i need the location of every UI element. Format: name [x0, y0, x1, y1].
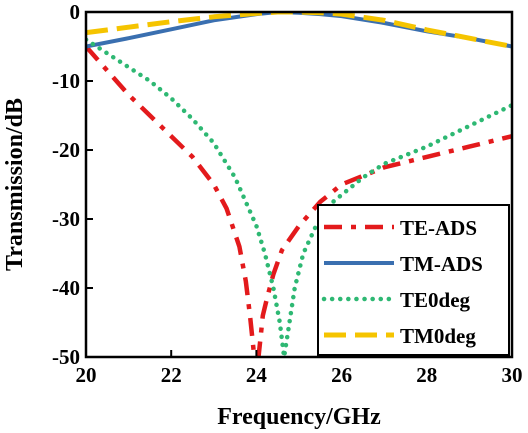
- legend-label: TM0deg: [400, 324, 476, 348]
- x-tick-label: 22: [161, 363, 182, 387]
- legend-label: TM-ADS: [400, 252, 483, 276]
- y-tick-label: -50: [52, 345, 80, 369]
- y-tick-label: -30: [52, 207, 80, 231]
- axes: [84, 10, 514, 359]
- ticks: 20 22 24 26 28 30 0 -10 -20 -30 -40 -50: [52, 0, 523, 387]
- x-tick-label: 26: [331, 363, 352, 387]
- y-axis-title: Transmission/dB: [2, 98, 28, 271]
- legend-box: [317, 204, 510, 356]
- y-tick-label: -20: [52, 138, 80, 162]
- x-tick-label: 24: [246, 363, 268, 387]
- series-line-tm-ads: [86, 12, 512, 49]
- series-line-te-ads: [86, 45, 512, 357]
- x-tick-label: 28: [416, 363, 437, 387]
- x-tick-label: 30: [502, 363, 523, 387]
- legend-label: TE0deg: [400, 288, 471, 312]
- x-tick-label: 20: [76, 363, 97, 387]
- series-line-te0deg: [86, 37, 512, 357]
- legend: TE-ADS TM-ADS TE0deg TM0deg: [317, 204, 510, 356]
- series-line-tm0deg: [86, 12, 512, 49]
- x-axis-title: Frequency/GHz: [217, 404, 381, 430]
- y-tick-label: -10: [52, 69, 80, 93]
- plot-frame: [84, 10, 514, 359]
- y-tick-label: -40: [52, 276, 80, 300]
- y-tick-label: 0: [70, 0, 81, 24]
- legend-label: TE-ADS: [400, 216, 477, 240]
